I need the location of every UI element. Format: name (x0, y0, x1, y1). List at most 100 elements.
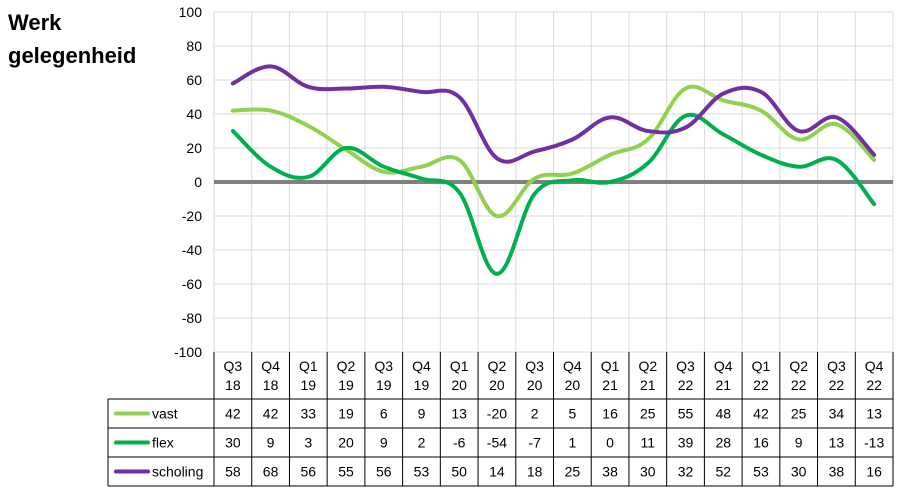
x-tick-label-year: 22 (791, 377, 807, 393)
data-cell-vast: 9 (418, 406, 426, 422)
x-tick-label-quarter: Q3 (224, 358, 243, 374)
x-tick-label-quarter: Q1 (450, 358, 469, 374)
x-tick-label-year: 22 (678, 377, 694, 393)
data-cell-scholing: 50 (451, 464, 467, 480)
data-cell-scholing: 32 (678, 464, 694, 480)
y-tick-label: -80 (182, 310, 202, 326)
x-tick-label-year: 18 (225, 377, 241, 393)
chart-title-line2: gelegenheid (8, 43, 137, 68)
data-cell-scholing: 52 (715, 464, 731, 480)
data-cell-flex: -7 (528, 435, 541, 451)
data-cell-flex: 9 (380, 435, 388, 451)
data-cell-flex: 9 (795, 435, 803, 451)
data-cell-scholing: 30 (640, 464, 656, 480)
series-line-flex (230, 112, 877, 276)
data-cell-vast: 19 (338, 406, 354, 422)
y-tick-label: -60 (182, 276, 202, 292)
data-cell-flex: -54 (487, 435, 507, 451)
x-tick-label-year: 21 (715, 377, 731, 393)
x-tick-label-quarter: Q4 (261, 358, 280, 374)
x-tick-label-quarter: Q3 (676, 358, 695, 374)
x-tick-label-quarter: Q4 (714, 358, 733, 374)
data-cell-scholing: 55 (338, 464, 354, 480)
x-tick-label-quarter: Q3 (374, 358, 393, 374)
series-lines (230, 64, 877, 276)
data-cell-scholing: 38 (602, 464, 618, 480)
chart-title-line1: Werk (8, 10, 62, 35)
x-tick-label-year: 19 (301, 377, 317, 393)
data-cell-scholing: 56 (301, 464, 317, 480)
data-cell-flex: 28 (715, 435, 731, 451)
x-tick-label-quarter: Q1 (752, 358, 771, 374)
data-cell-scholing: 56 (376, 464, 392, 480)
x-tick-label-quarter: Q4 (412, 358, 431, 374)
chart-title: Werk gelegenheid (8, 6, 136, 72)
data-cell-scholing: 30 (791, 464, 807, 480)
data-cell-vast: 48 (715, 406, 731, 422)
y-tick-label: -20 (182, 208, 202, 224)
x-tick-label-year: 19 (414, 377, 430, 393)
data-cell-vast: -20 (487, 406, 507, 422)
data-cell-scholing: 14 (489, 464, 505, 480)
y-tick-label: 20 (186, 140, 202, 156)
legend-label-vast: vast (152, 406, 178, 422)
x-tick-label-year: 22 (829, 377, 845, 393)
data-cell-vast: 34 (829, 406, 845, 422)
data-cell-scholing: 38 (829, 464, 845, 480)
data-cell-scholing: 25 (565, 464, 581, 480)
x-tick-label-year: 18 (263, 377, 279, 393)
data-cell-vast: 16 (602, 406, 618, 422)
data-cell-vast: 55 (678, 406, 694, 422)
x-tick-label-quarter: Q2 (638, 358, 657, 374)
data-cell-scholing: 18 (527, 464, 543, 480)
x-tick-label-year: 20 (565, 377, 581, 393)
data-cell-flex: 2 (418, 435, 426, 451)
data-cell-vast: 13 (451, 406, 467, 422)
data-table: Q318Q418Q119Q219Q319Q419Q120Q220Q320Q420… (107, 352, 894, 487)
y-tick-label: 80 (186, 38, 202, 54)
x-tick-label-year: 21 (602, 377, 618, 393)
y-tick-label: -40 (182, 242, 202, 258)
y-tick-label: 40 (186, 106, 202, 122)
x-tick-label-year: 22 (753, 377, 769, 393)
data-cell-flex: 20 (338, 435, 354, 451)
data-cell-flex: 13 (829, 435, 845, 451)
y-tick-label: 100 (179, 4, 203, 20)
data-cell-scholing: 58 (225, 464, 241, 480)
data-cell-scholing: 16 (866, 464, 882, 480)
x-tick-label-year: 22 (866, 377, 882, 393)
x-tick-label-quarter: Q2 (488, 358, 507, 374)
data-cell-vast: 33 (301, 406, 317, 422)
x-tick-label-quarter: Q3 (827, 358, 846, 374)
data-cell-vast: 42 (225, 406, 241, 422)
data-cell-scholing: 53 (753, 464, 769, 480)
y-tick-label: 60 (186, 72, 202, 88)
data-cell-vast: 2 (531, 406, 539, 422)
y-tick-label: 0 (194, 174, 202, 190)
data-cell-vast: 42 (753, 406, 769, 422)
series-line-scholing (230, 64, 877, 164)
data-cell-flex: 39 (678, 435, 694, 451)
data-cell-vast: 42 (263, 406, 279, 422)
x-tick-label-quarter: Q2 (337, 358, 356, 374)
x-tick-label-quarter: Q4 (563, 358, 582, 374)
legend-label-scholing: scholing (152, 464, 203, 480)
x-tick-label-year: 21 (640, 377, 656, 393)
x-tick-label-quarter: Q2 (789, 358, 808, 374)
data-cell-flex: 30 (225, 435, 241, 451)
x-tick-label-quarter: Q4 (865, 358, 884, 374)
data-cell-vast: 6 (380, 406, 388, 422)
data-cell-flex: 9 (267, 435, 275, 451)
y-axis-ticks: 100 80 60 40 20 0 -20 -40 -60 -80 -100 (174, 4, 202, 360)
x-tick-label-year: 20 (489, 377, 505, 393)
x-tick-label-year: 19 (338, 377, 354, 393)
data-cell-flex: -13 (864, 435, 884, 451)
data-cell-vast: 25 (640, 406, 656, 422)
x-tick-label-quarter: Q1 (299, 358, 318, 374)
data-cell-flex: 3 (304, 435, 312, 451)
legend-label-flex: flex (152, 435, 174, 451)
data-cell-flex: 0 (606, 435, 614, 451)
data-cell-flex: 16 (753, 435, 769, 451)
data-cell-scholing: 53 (414, 464, 430, 480)
